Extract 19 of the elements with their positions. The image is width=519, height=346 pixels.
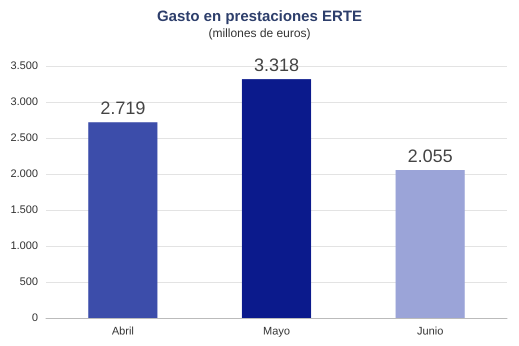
data-label: 2.055 — [408, 146, 453, 166]
bar — [242, 79, 312, 318]
y-tick-label: 2.000 — [10, 168, 38, 180]
bar — [396, 170, 465, 318]
x-tick-label: Junio — [417, 326, 444, 338]
data-label: 2.719 — [100, 98, 146, 118]
bar — [88, 122, 158, 318]
chart-title: Gasto en prestaciones ERTE — [156, 8, 362, 25]
y-tick-label: 2.500 — [10, 132, 38, 144]
y-tick-label: 1.500 — [10, 204, 38, 216]
data-label: 3.318 — [254, 55, 300, 76]
chart-subtitle: (millones de euros) — [208, 26, 311, 40]
y-tick-label: 3.500 — [10, 60, 38, 72]
y-tick-label: 0 — [32, 312, 38, 324]
y-tick-label: 500 — [20, 276, 38, 288]
y-tick-label: 1.000 — [10, 240, 38, 252]
y-tick-label: 3.000 — [10, 96, 38, 108]
x-tick-label: Abril — [112, 326, 134, 338]
x-tick-label: Mayo — [263, 326, 290, 338]
